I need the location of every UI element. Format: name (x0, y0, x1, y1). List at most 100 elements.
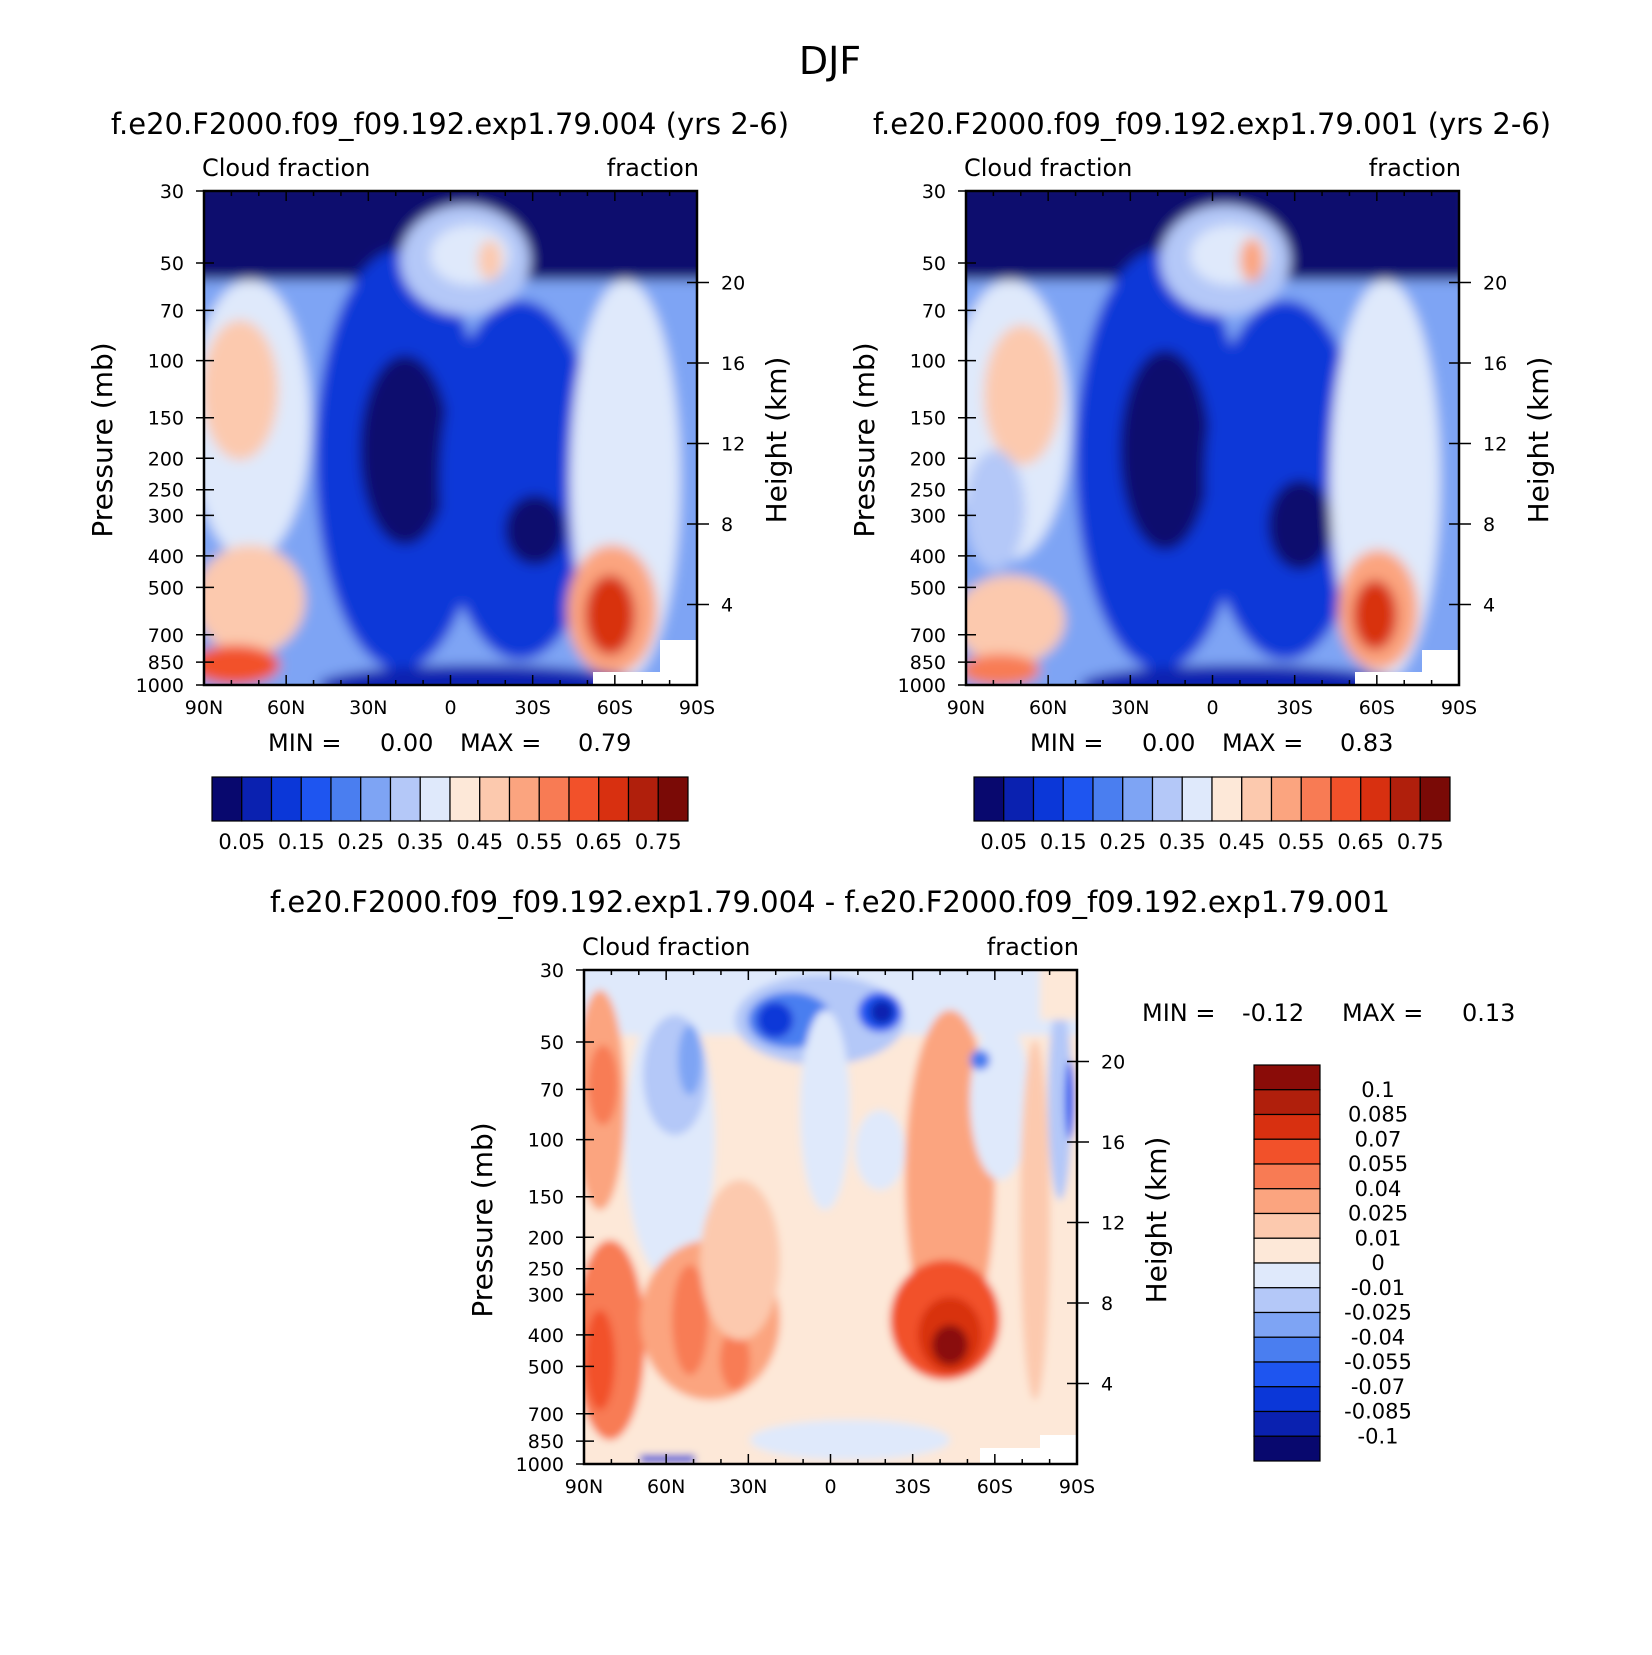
colorbar: 0.05 0.15 0.25 0.35 0.45 0.55 0.65 0.75 (973, 776, 1451, 854)
colorbar-swatch (1300, 776, 1332, 822)
colorbar-label: 0.15 (278, 830, 325, 854)
y-tick-label: 1000 (136, 675, 184, 697)
x-tick-label: 60S (597, 697, 633, 719)
x-tick-label: 60N (1029, 697, 1067, 719)
colorbar-label: 0.65 (575, 830, 622, 854)
colorbar-label: -0.07 (1351, 1375, 1405, 1399)
colorbar-swatch (1253, 1113, 1321, 1140)
x-tick-label: 0 (824, 1476, 836, 1498)
y-tick-label: 150 (148, 408, 184, 430)
height-tick-label: 4 (721, 594, 733, 616)
contour-band (1048, 1000, 1072, 1200)
colorbar-label: 0.65 (1337, 830, 1384, 854)
colorbar-label: -0.04 (1351, 1325, 1405, 1349)
max-label: MAX = (460, 729, 541, 757)
contour-band (318, 665, 638, 685)
contour-band (204, 645, 280, 685)
y-axis-label-right: Height (km) (760, 357, 793, 524)
y-tick-label: 200 (148, 448, 184, 470)
y-tick-label: 500 (528, 1356, 564, 1378)
y-tick-label: 200 (528, 1227, 564, 1249)
x-tick-label: 60N (267, 697, 305, 719)
y-tick-label: 850 (528, 1431, 564, 1453)
y-tick-label: 400 (910, 546, 946, 568)
contour-band (970, 1050, 990, 1070)
y-tick-label: 150 (910, 408, 946, 430)
colorbar-label: 0.75 (1397, 830, 1444, 854)
y-tick-label: 50 (922, 253, 946, 275)
contour-band (640, 1455, 695, 1463)
colorbar-swatch (1253, 1089, 1321, 1116)
y-tick-label: 300 (910, 505, 946, 527)
colorbar-swatch (270, 776, 302, 822)
y-tick-label: 70 (160, 300, 184, 322)
y-tick-label: 250 (528, 1259, 564, 1281)
height-tick-label: 8 (1101, 1293, 1113, 1315)
missing-data-mask (1422, 650, 1459, 685)
contour-band (678, 1025, 702, 1095)
y-tick-label: 100 (910, 351, 946, 373)
colorbar-label: 0.055 (1348, 1152, 1408, 1176)
contour-field (204, 191, 697, 685)
contour-band (1020, 1040, 1050, 1400)
colorbar-label: 0.55 (516, 830, 563, 854)
right-string: fraction (1369, 154, 1461, 182)
colorbar-label: 0.45 (456, 830, 503, 854)
contour-band (966, 450, 1025, 570)
colorbar-swatch (657, 776, 689, 822)
colorbar: 0.05 0.15 0.25 0.35 0.45 0.55 0.65 0.75 (211, 776, 689, 854)
contour-band (585, 575, 635, 655)
x-tick-label: 0 (444, 697, 456, 719)
y-tick-label: 50 (160, 253, 184, 275)
contour-field (584, 970, 1077, 1464)
colorbar-swatch (1181, 776, 1213, 822)
y-tick-label: 30 (922, 181, 946, 203)
colorbar-swatch (1270, 776, 1302, 822)
y-axis-label: Pressure (mb) (466, 1122, 499, 1317)
x-tick-label: 60N (647, 1476, 685, 1498)
contour-band (720, 1330, 750, 1390)
contour-band (1080, 665, 1400, 685)
colorbar-label: 0.45 (1218, 830, 1265, 854)
x-tick-label: 30S (895, 1476, 931, 1498)
y-tick-label: 700 (528, 1404, 564, 1426)
contour-band (204, 320, 278, 460)
contour-band (870, 1000, 894, 1024)
panel-model-004: f.e20.F2000.f09_f09.192.exp1.79.004 (yrs… (86, 107, 793, 854)
colorbar-label: 0 (1371, 1251, 1384, 1275)
y-axis-label: Pressure (mb) (86, 342, 119, 537)
colorbar-swatch (1211, 776, 1243, 822)
contour-band (932, 1325, 968, 1365)
height-tick-label: 4 (1483, 594, 1495, 616)
left-string: Cloud fraction (202, 154, 370, 182)
min-label: MIN = (268, 729, 341, 757)
colorbar-swatch (1419, 776, 1451, 822)
colorbar-swatch (1253, 1410, 1321, 1437)
colorbar-swatch (568, 776, 600, 822)
x-tick-label: 30N (729, 1476, 767, 1498)
max-label: MAX = (1222, 729, 1303, 757)
max-value: 0.13 (1462, 999, 1515, 1027)
panel-title: f.e20.F2000.f09_f09.192.exp1.79.001 (yrs… (873, 107, 1551, 141)
contour-band (505, 495, 565, 565)
x-tick-label: 30S (515, 697, 551, 719)
colorbar-swatch (449, 776, 481, 822)
x-tick-label: 30N (349, 697, 387, 719)
contour-band (360, 355, 450, 545)
height-tick-label: 12 (721, 433, 745, 455)
colorbar-swatch (1092, 776, 1124, 822)
contour-band (966, 575, 1065, 665)
min-value: 0.00 (380, 729, 433, 757)
y-tick-label: 100 (528, 1130, 564, 1152)
colorbar-label: -0.1 (1358, 1424, 1399, 1448)
y-tick-label: 850 (910, 652, 946, 674)
colorbar-swatch (973, 776, 1005, 822)
y-tick-label: 1000 (516, 1454, 564, 1476)
x-tick-label: 60S (1359, 697, 1395, 719)
colorbar-label: 0.35 (397, 830, 444, 854)
height-tick-label: 20 (1101, 1051, 1125, 1073)
min-label: MIN = (1142, 999, 1215, 1027)
colorbar-label: -0.025 (1344, 1301, 1412, 1325)
panel-model-001: f.e20.F2000.f09_f09.192.exp1.79.001 (yrs… (848, 107, 1555, 854)
contour-band (700, 1180, 780, 1340)
